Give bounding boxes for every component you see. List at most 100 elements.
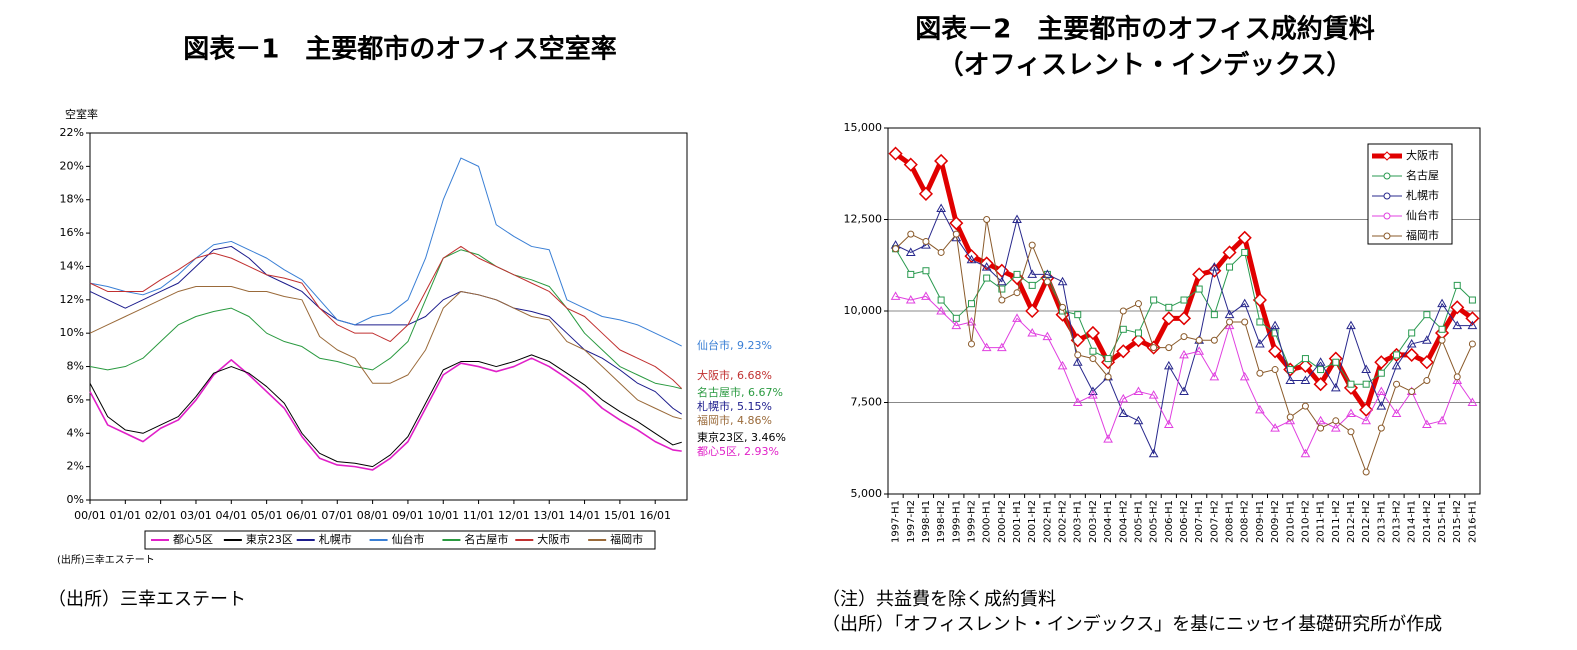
marker bbox=[888, 146, 903, 161]
marker bbox=[922, 267, 930, 275]
legend-label: 東京23区 bbox=[246, 532, 293, 546]
marker bbox=[1148, 448, 1159, 458]
marker bbox=[952, 314, 960, 322]
marker bbox=[1028, 241, 1036, 249]
marker bbox=[1042, 269, 1053, 278]
marker bbox=[1423, 377, 1431, 385]
y-tick-label: 18% bbox=[60, 193, 84, 206]
legend-label: 大阪市 bbox=[537, 532, 570, 546]
marker bbox=[1226, 263, 1234, 271]
marker bbox=[1465, 311, 1480, 326]
marker bbox=[1224, 309, 1235, 319]
marker bbox=[1315, 357, 1326, 366]
y-tick-label: 20% bbox=[60, 159, 84, 172]
x-tick-label: 2004-H1 bbox=[1103, 500, 1114, 543]
series-line bbox=[89, 357, 682, 471]
series-line bbox=[89, 245, 683, 389]
marker bbox=[1301, 355, 1309, 363]
marker bbox=[1222, 245, 1237, 260]
marker bbox=[1012, 214, 1022, 223]
marker bbox=[1072, 357, 1083, 366]
marker bbox=[1057, 276, 1068, 286]
marker bbox=[1165, 344, 1173, 352]
marker bbox=[1195, 336, 1203, 344]
x-tick-label: 2002-H2 bbox=[1058, 500, 1069, 543]
marker bbox=[1085, 325, 1100, 341]
end-label: 名古屋市, 6.67% bbox=[697, 385, 783, 399]
marker bbox=[996, 276, 1007, 286]
end-label: 福岡市, 4.86% bbox=[697, 413, 772, 427]
legend-label: 名古屋 bbox=[1406, 168, 1439, 182]
marker bbox=[981, 342, 992, 352]
marker bbox=[1180, 296, 1188, 304]
marker bbox=[1209, 371, 1220, 381]
marker bbox=[1255, 338, 1265, 348]
marker bbox=[1301, 402, 1309, 410]
x-tick-label: 2007-H1 bbox=[1194, 500, 1205, 543]
footnote: （注）共益費を除く成約賃料 bbox=[822, 589, 1056, 610]
y-tick-label: 10,000 bbox=[844, 304, 883, 317]
marker bbox=[1013, 289, 1021, 297]
marker bbox=[922, 237, 930, 245]
marker bbox=[1209, 262, 1220, 271]
marker bbox=[1074, 311, 1082, 319]
marker bbox=[1270, 320, 1280, 330]
chart-subtitle: （オフィスレント・インデックス） bbox=[938, 50, 1353, 81]
marker bbox=[1467, 320, 1478, 330]
marker bbox=[1134, 329, 1142, 337]
legend-marker bbox=[1383, 212, 1391, 220]
marker bbox=[1423, 311, 1431, 319]
marker bbox=[1074, 351, 1082, 359]
marker bbox=[1237, 230, 1252, 245]
x-tick-label: 02/01 bbox=[145, 509, 177, 522]
y-tick-label: 5,000 bbox=[851, 487, 883, 500]
marker bbox=[907, 270, 915, 278]
marker bbox=[1332, 417, 1340, 425]
end-label: 東京23区, 3.46% bbox=[697, 430, 786, 444]
legend-label: 福岡市 bbox=[610, 532, 643, 546]
x-tick-label: 2003-H2 bbox=[1088, 500, 1099, 543]
y-tick-label: 16% bbox=[60, 226, 84, 239]
marker bbox=[1374, 355, 1389, 370]
marker bbox=[890, 291, 901, 300]
marker bbox=[1072, 397, 1083, 406]
x-tick-label: 08/01 bbox=[357, 509, 389, 522]
footnote: （出所）「オフィスレント・インデックス」を基にニッセイ基礎研究所が作成 bbox=[822, 614, 1442, 635]
x-tick-label: 2015-H2 bbox=[1452, 500, 1463, 543]
legend-label: 都心5区 bbox=[173, 533, 213, 546]
marker bbox=[1012, 313, 1022, 322]
marker bbox=[998, 285, 1006, 293]
y-tick-label: 0% bbox=[67, 493, 84, 506]
legend-label: 仙台市 bbox=[392, 532, 425, 546]
series-line bbox=[895, 208, 1473, 455]
marker bbox=[1241, 318, 1249, 326]
x-tick-label: 2003-H1 bbox=[1073, 500, 1084, 543]
marker bbox=[1088, 386, 1098, 396]
x-tick-label: 04/01 bbox=[215, 509, 247, 522]
x-tick-label: 05/01 bbox=[251, 509, 283, 522]
marker bbox=[1406, 338, 1417, 348]
marker bbox=[937, 248, 945, 256]
marker bbox=[1317, 366, 1325, 374]
x-tick-label: 2013-H2 bbox=[1392, 500, 1403, 543]
marker bbox=[1252, 292, 1267, 308]
marker bbox=[1393, 351, 1401, 359]
y-tick-label: 7,500 bbox=[851, 396, 883, 409]
marker bbox=[1119, 325, 1127, 333]
marker bbox=[1089, 355, 1097, 363]
legend-marker bbox=[1383, 192, 1391, 200]
marker bbox=[934, 153, 949, 169]
marker bbox=[1118, 408, 1129, 417]
y-tick-label: 2% bbox=[67, 460, 84, 473]
marker bbox=[1176, 311, 1192, 326]
y-tick-label: 12% bbox=[60, 293, 84, 306]
x-tick-label: 01/01 bbox=[109, 509, 141, 522]
chart-title: 図表－2 主要都市のオフィス成約賃料 bbox=[915, 14, 1375, 45]
marker bbox=[921, 291, 931, 300]
chart-source: (出所)三幸エステート bbox=[57, 553, 155, 566]
marker bbox=[918, 186, 934, 201]
marker bbox=[1133, 386, 1144, 396]
x-tick-label: 2011-H2 bbox=[1331, 500, 1342, 543]
marker bbox=[966, 316, 977, 326]
